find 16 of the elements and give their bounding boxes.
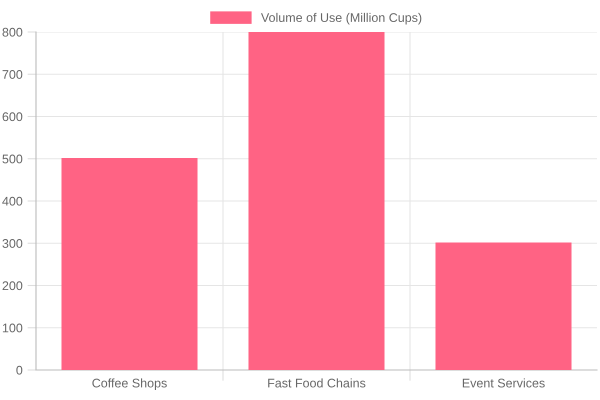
y-tick-label: 300 — [2, 239, 22, 248]
bar — [61, 158, 198, 370]
bar — [248, 32, 385, 370]
y-tick-label: 200 — [2, 281, 22, 290]
y-tick-label: 600 — [2, 112, 22, 122]
y-tick-label: 500 — [2, 154, 22, 164]
x-tick-label: Event Services — [462, 378, 545, 388]
y-tick-label: 800 — [2, 28, 22, 37]
legend-label: Volume of Use (Million Cups) — [260, 12, 422, 24]
y-tick-label: 0 — [16, 366, 22, 375]
x-tick-label: Fast Food Chains — [268, 378, 366, 388]
bar — [435, 242, 572, 370]
y-tick-label: 700 — [2, 70, 22, 79]
y-tick-label: 400 — [2, 196, 22, 206]
x-tick-label: Coffee Shops — [92, 378, 167, 390]
y-tick-label: 100 — [2, 324, 22, 332]
